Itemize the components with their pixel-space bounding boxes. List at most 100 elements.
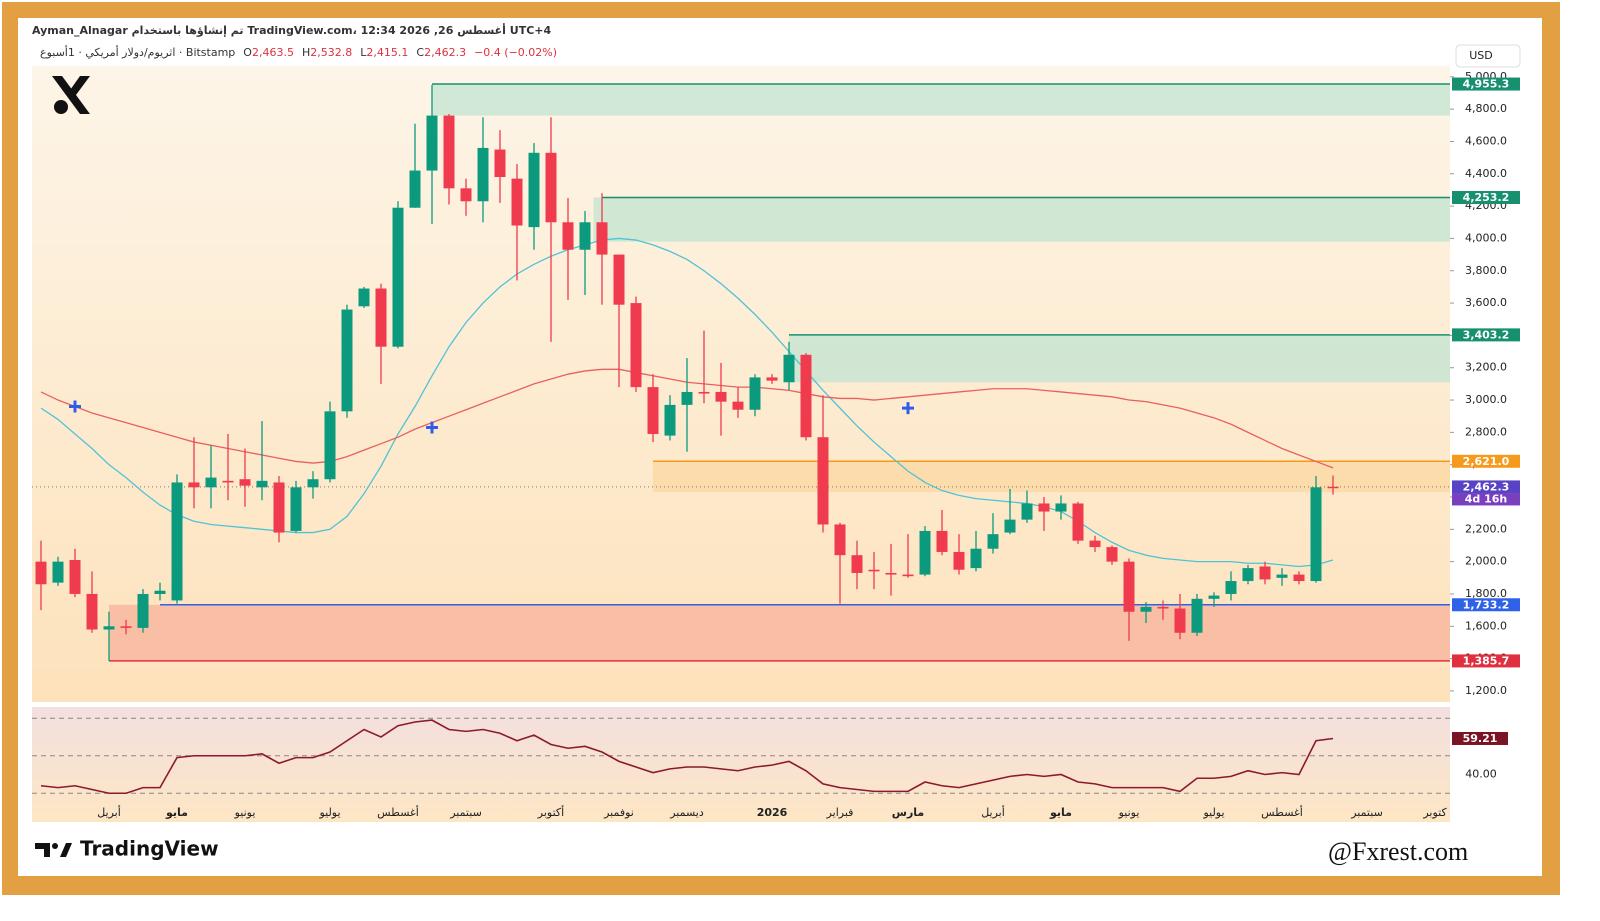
candle-body — [477, 147, 489, 202]
candle-body — [103, 626, 115, 630]
header-symbol: اثريوم/دولار أمريكي · 1أسبوع · Bitstamp O… — [40, 45, 557, 59]
zone — [109, 604, 1450, 661]
x-tick-label: ديسمبر — [669, 806, 704, 819]
candle-body — [919, 530, 931, 575]
candle-body — [409, 170, 421, 208]
rsi-pane — [32, 707, 1450, 822]
candle-body — [1021, 503, 1033, 520]
candle-body — [1310, 487, 1322, 582]
rsi-tag: 59.21 — [1463, 732, 1498, 745]
candle-body — [596, 222, 608, 255]
x-tick-label: أبريل — [97, 805, 121, 819]
candle-body — [1174, 608, 1186, 633]
level-tag: 3,403.2 — [1463, 328, 1510, 341]
ohlc-value: 2,532.8 — [310, 46, 352, 59]
candle-body — [953, 551, 965, 570]
candle-body — [1004, 519, 1016, 533]
level-tag-bg — [1452, 77, 1520, 91]
candle-body — [783, 354, 795, 383]
candle-body — [256, 480, 268, 488]
level-tag: 2,621.0 — [1463, 455, 1510, 468]
y-tick-label: 3,200.0 — [1465, 361, 1507, 374]
candle-body — [868, 569, 880, 572]
candle-body — [715, 391, 727, 402]
level-tag-bg — [1452, 598, 1520, 612]
level-tag: 1,385.7 — [1463, 654, 1510, 667]
candle-body — [987, 534, 999, 549]
last-price-tag-bg — [1452, 480, 1520, 494]
candle-body — [562, 222, 574, 250]
candle-body — [579, 222, 591, 250]
candle-body — [749, 377, 761, 410]
cross-marker — [902, 402, 914, 415]
candle-body — [1072, 503, 1084, 541]
candle-body — [1242, 568, 1254, 582]
x-tick-label: أبريل — [981, 805, 1005, 819]
candle-body — [1055, 503, 1067, 512]
ohlc-key: L — [360, 46, 367, 59]
candle-body — [1191, 598, 1203, 633]
level-tag-bg — [1452, 454, 1520, 468]
y-tick-label: 1,600.0 — [1465, 619, 1507, 632]
logo-x — [52, 76, 90, 114]
y-tick-label: 2,000.0 — [1465, 555, 1507, 568]
rsi-tag-bg — [1452, 731, 1508, 745]
x-tick-label: أغسطس — [377, 805, 419, 819]
level-tag-bg — [1452, 328, 1520, 342]
zone — [432, 84, 1450, 116]
candle-body — [1123, 561, 1135, 612]
level-tag-bg — [1452, 654, 1520, 668]
candle-body — [494, 149, 506, 178]
x-tick-label: سبتمبر — [449, 806, 482, 819]
x-tick-label: 2026 — [757, 806, 788, 819]
candle-body — [1293, 574, 1305, 582]
candle-body — [341, 309, 353, 412]
zone — [653, 461, 1450, 493]
candle-body — [1038, 503, 1050, 512]
candle-body — [902, 574, 914, 577]
header-line: Ayman_Alnagar تم إنشاؤها باستخدام Tradin… — [32, 23, 552, 37]
x-tick-label: كتوبر — [1422, 806, 1447, 819]
level-tag-bg — [1452, 191, 1520, 205]
currency[interactable]: USD — [1469, 49, 1493, 62]
y-tick-label: 4,800.0 — [1465, 102, 1507, 115]
candle-body — [545, 152, 557, 223]
candle-body — [1225, 581, 1237, 594]
candle-body — [273, 482, 285, 533]
candle-body — [664, 404, 676, 436]
x-tick-label: مايو — [1049, 806, 1072, 819]
currency-button[interactable] — [1455, 44, 1521, 68]
change: −0.4 (−0.02%) — [474, 46, 557, 59]
candle-body — [239, 479, 251, 486]
candle-body — [800, 354, 812, 438]
zone — [789, 334, 1450, 383]
level-tag: 4,955.3 — [1463, 78, 1510, 91]
candle-body — [647, 387, 659, 434]
candle-body — [426, 115, 438, 171]
candle-body — [528, 152, 540, 228]
ohlc-key: O — [243, 46, 252, 59]
x-tick-label: نوفمبر — [603, 806, 634, 819]
candle-body — [460, 188, 472, 202]
header-symbol-line: اثريوم/دولار أمريكي · 1أسبوع · Bitstamp O… — [40, 45, 557, 59]
x-tick-label: أكتوبر — [537, 805, 564, 819]
y-tick-label: 1,200.0 — [1465, 684, 1507, 697]
candle-body — [834, 524, 846, 556]
y-tick-label: 3,800.0 — [1465, 264, 1507, 277]
cross-marker — [426, 421, 438, 434]
candle-body — [851, 555, 863, 573]
brand: TradingView — [80, 837, 219, 861]
candle-body — [86, 593, 98, 630]
candle-body — [1327, 486, 1339, 489]
candle-body — [817, 437, 829, 525]
candle-body — [1140, 606, 1152, 612]
x-tick-label: يوليو — [318, 806, 340, 819]
cross-marker — [69, 400, 81, 413]
last-price-tag: 2,462.3 — [1463, 480, 1510, 493]
candle-body — [392, 207, 404, 347]
y-tick-label: 2,200.0 — [1465, 522, 1507, 535]
x-tick-label: مارس — [892, 806, 924, 819]
